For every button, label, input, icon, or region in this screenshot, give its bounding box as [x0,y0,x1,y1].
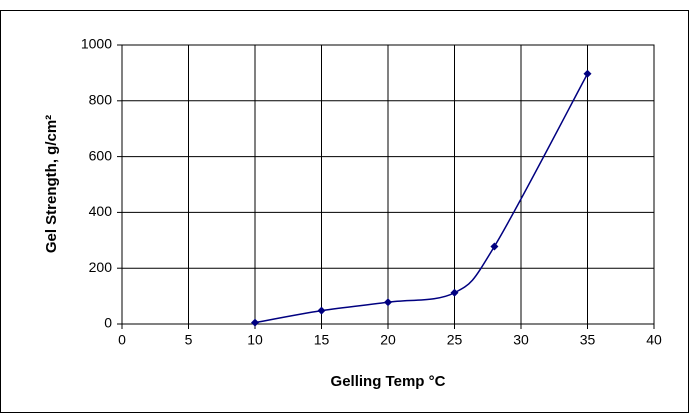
data-point [450,288,459,297]
x-tick-label: 25 [447,332,463,348]
y-axis-label: Gel Strength, g/cm² [43,115,60,253]
x-tick-label: 20 [380,332,396,348]
x-axis-label: Gelling Temp °C [331,373,446,390]
data-point [490,242,499,251]
data-point [384,298,392,307]
y-tick-label: 200 [89,259,113,275]
y-tick-label: 800 [89,92,113,108]
x-tick-label: 5 [185,332,193,348]
chart-border [0,10,689,413]
y-tick-label: 1000 [81,36,112,52]
x-tick-label: 30 [513,332,529,348]
plot-area [121,44,655,325]
y-tick-label: 0 [104,315,112,331]
data-point [583,69,592,78]
x-tick-label: 40 [646,332,662,348]
x-tick-label: 10 [247,332,263,348]
y-tick-label: 400 [89,203,113,219]
x-tick-label: 15 [314,332,330,348]
data-point [317,306,326,315]
x-tick-label: 35 [580,332,596,348]
data-point [251,318,259,327]
x-tick-label: 0 [118,332,126,348]
y-tick-label: 600 [89,147,113,163]
